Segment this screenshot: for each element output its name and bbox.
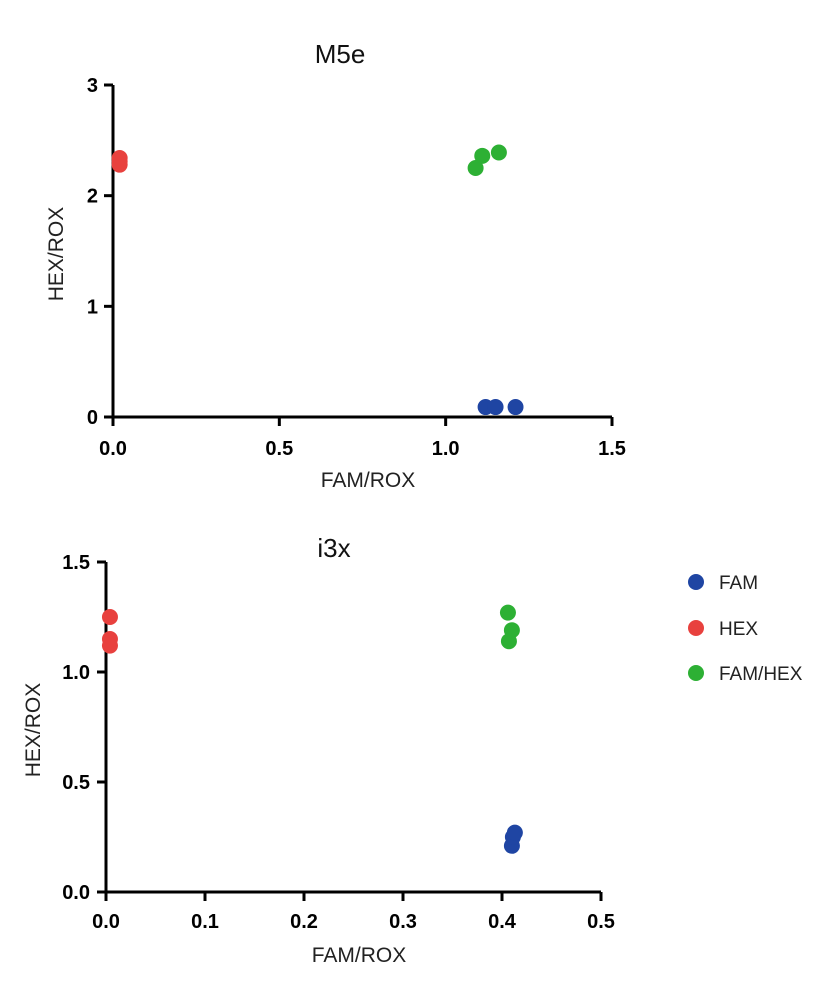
legend-label-fam: FAM bbox=[719, 573, 758, 594]
x-tick-label: 0.2 bbox=[290, 911, 318, 933]
data-point-hex bbox=[111, 150, 128, 167]
y-tick-label: 1.0 bbox=[62, 662, 90, 684]
data-point-hex bbox=[101, 609, 118, 625]
legend-marker-fam-hex bbox=[688, 665, 704, 681]
legend: FAM HEX FAM/HEX bbox=[688, 573, 803, 685]
data-point-fam-hex bbox=[499, 604, 516, 621]
chart-title: i3x bbox=[317, 533, 350, 563]
x-tick-label: 0.3 bbox=[389, 911, 417, 933]
data-point-fam-hex bbox=[474, 147, 491, 164]
chart-i3x: i3x FAM/ROX HEX/ROX 0.0 0.1 0.2 0.3 0.4 0.5 0.… bbox=[22, 533, 615, 967]
chart-m5e: M5e FAM/ROX HEX/ROX 0.0 0.5 1.0 1.5 0 1 2 3 bbox=[45, 39, 626, 492]
y-tick-label: 2 bbox=[87, 186, 98, 208]
x-tick-label: 0.0 bbox=[99, 438, 127, 460]
y-tick-label: 0.0 bbox=[62, 882, 90, 904]
y-tick-label: 1.5 bbox=[62, 552, 90, 574]
data-point-fam-hex bbox=[500, 633, 517, 650]
x-tick-label: 1.0 bbox=[432, 438, 460, 460]
data-point-fam-hex bbox=[490, 144, 507, 161]
legend-label-hex: HEX bbox=[719, 619, 758, 640]
y-tick-label: 0.5 bbox=[62, 772, 90, 794]
y-tick-label: 3 bbox=[87, 75, 98, 97]
y-tick-label: 0 bbox=[87, 407, 98, 429]
y-axis-label: HEX/ROX bbox=[45, 207, 68, 302]
legend-marker-hex bbox=[688, 620, 704, 636]
data-point-fam bbox=[487, 399, 504, 416]
x-tick-label: 0.0 bbox=[92, 911, 120, 933]
x-axis-label: FAM/ROX bbox=[312, 944, 407, 967]
x-tick-label: 1.5 bbox=[598, 438, 626, 460]
legend-label-fam-hex: FAM/HEX bbox=[719, 664, 803, 685]
x-tick-label: 0.5 bbox=[587, 911, 615, 933]
x-tick-label: 0.4 bbox=[488, 911, 517, 933]
x-axis-label: FAM/ROX bbox=[321, 469, 416, 492]
chart-title: M5e bbox=[315, 39, 366, 69]
y-axis-label: HEX/ROX bbox=[22, 683, 45, 778]
legend-marker-fam bbox=[688, 574, 704, 590]
data-point-fam bbox=[507, 399, 524, 416]
data-point-fam-hex bbox=[467, 160, 484, 176]
x-tick-label: 0.1 bbox=[191, 911, 219, 933]
data-point-fam bbox=[506, 824, 523, 841]
x-tick-label: 0.5 bbox=[265, 438, 293, 460]
y-tick-label: 1 bbox=[87, 296, 98, 318]
data-point-hex bbox=[101, 637, 118, 654]
